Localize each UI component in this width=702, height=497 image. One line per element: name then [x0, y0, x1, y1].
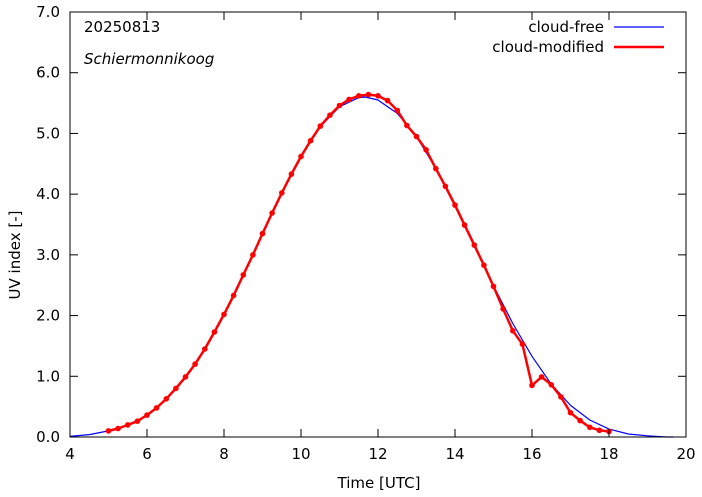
- legend-label-cloud-free: cloud-free: [528, 18, 604, 36]
- data-point-cloud-modified: [105, 428, 112, 434]
- x-tick-label: 18: [599, 445, 618, 463]
- data-point-cloud-modified: [173, 385, 179, 392]
- data-point-cloud-modified: [587, 424, 593, 431]
- data-point-cloud-modified: [394, 107, 401, 114]
- data-point-cloud-modified: [307, 137, 314, 144]
- data-point-cloud-modified: [279, 190, 285, 196]
- data-point-cloud-modified: [259, 230, 266, 237]
- data-point-cloud-modified: [423, 147, 429, 153]
- data-point-cloud-modified: [230, 292, 237, 299]
- x-tick-label: 14: [445, 445, 464, 463]
- data-point-cloud-modified: [442, 183, 449, 190]
- data-point-cloud-modified: [461, 222, 468, 228]
- y-tick-label: 6.0: [36, 64, 60, 82]
- data-point-cloud-modified: [211, 329, 218, 335]
- location-annotation: Schiermonnikoog: [84, 50, 214, 68]
- y-tick-label: 7.0: [36, 3, 60, 21]
- y-tick-label: 3.0: [36, 246, 60, 264]
- data-point-cloud-modified: [317, 123, 324, 129]
- data-point-cloud-modified: [558, 394, 564, 400]
- x-axis-title: Time [UTC]: [337, 474, 421, 492]
- x-tick-label: 8: [219, 445, 229, 463]
- data-point-cloud-modified: [577, 417, 583, 424]
- data-point-cloud-modified: [221, 311, 227, 318]
- y-tick-label: 0.0: [36, 428, 60, 446]
- y-tick-label: 2.0: [36, 307, 60, 325]
- y-tick-label: 1.0: [36, 367, 60, 385]
- y-tick-label: 5.0: [36, 124, 60, 142]
- data-point-cloud-modified: [288, 171, 295, 177]
- data-point-cloud-modified: [346, 96, 352, 103]
- data-point-cloud-modified: [144, 412, 150, 418]
- data-point-cloud-modified: [365, 91, 372, 98]
- x-tick-label: 6: [142, 445, 152, 463]
- plot-area: [70, 12, 686, 437]
- data-point-cloud-modified: [153, 405, 160, 411]
- data-point-cloud-modified: [481, 262, 487, 269]
- data-point-cloud-modified: [433, 165, 439, 172]
- data-point-cloud-modified: [471, 242, 478, 248]
- data-point-cloud-modified: [134, 418, 141, 425]
- series-layer: [69, 91, 674, 438]
- data-point-cloud-modified: [115, 425, 121, 432]
- x-tick-label: 20: [676, 445, 695, 463]
- data-point-cloud-modified: [240, 272, 247, 278]
- data-point-cloud-modified: [519, 341, 526, 347]
- data-point-cloud-modified: [413, 133, 420, 140]
- data-point-cloud-modified: [125, 422, 131, 428]
- data-point-cloud-modified: [202, 346, 208, 352]
- data-point-cloud-modified: [567, 409, 574, 416]
- data-point-cloud-modified: [500, 306, 506, 312]
- y-tick-label: 4.0: [36, 185, 60, 203]
- data-point-cloud-modified: [298, 153, 304, 160]
- data-point-cloud-modified: [510, 328, 516, 334]
- x-tick-label: 16: [522, 445, 541, 463]
- data-point-cloud-modified: [384, 97, 391, 104]
- x-tick-label: 10: [291, 445, 310, 463]
- data-point-cloud-modified: [596, 427, 603, 434]
- legend-label-cloud-modified: cloud-modified: [492, 38, 604, 56]
- legend: cloud-free cloud-modified: [492, 18, 664, 56]
- plot-background: [70, 12, 686, 437]
- data-point-cloud-modified: [538, 374, 545, 380]
- data-point-cloud-modified: [336, 102, 343, 109]
- data-point-cloud-modified: [327, 112, 333, 118]
- date-annotation: 20250813: [84, 18, 160, 36]
- data-point-cloud-modified: [548, 382, 555, 388]
- data-point-cloud-modified: [182, 374, 189, 380]
- axis-ticks: 4 6 8 10 12 14 16 18 20 0.0 1.0 2.0 3.0 4.0 5.0 6.0 7.0: [36, 3, 695, 463]
- data-point-cloud-modified: [163, 396, 170, 402]
- y-axis-title: UV index [-]: [6, 211, 24, 300]
- data-point-cloud-modified: [490, 283, 497, 290]
- data-point-cloud-modified: [529, 382, 535, 389]
- x-tick-label: 4: [65, 445, 75, 463]
- data-point-cloud-modified: [375, 93, 381, 99]
- data-point-cloud-modified: [404, 122, 410, 129]
- data-point-cloud-modified: [452, 202, 458, 208]
- data-point-cloud-modified: [250, 252, 256, 258]
- data-point-cloud-modified: [356, 93, 362, 99]
- data-point-cloud-modified: [192, 361, 198, 367]
- data-point-cloud-modified: [269, 210, 275, 216]
- x-tick-label: 12: [368, 445, 387, 463]
